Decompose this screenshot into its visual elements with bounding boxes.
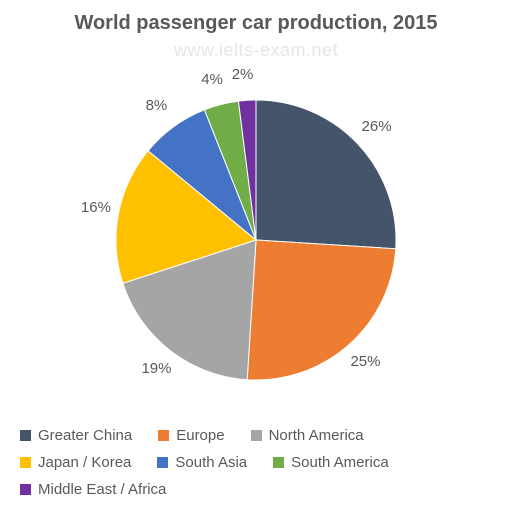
legend-label: Middle East / Africa xyxy=(38,481,166,498)
legend-label: Europe xyxy=(176,427,224,444)
slice-label: 25% xyxy=(350,353,380,370)
legend: Greater China Europe North America Japan / … xyxy=(20,427,492,498)
legend-label: Japan / Korea xyxy=(38,454,131,471)
watermark-text: www.ielts-exam.net xyxy=(0,40,512,61)
slice-label: 16% xyxy=(81,199,111,216)
slice-label: 26% xyxy=(362,118,392,135)
legend-item: South Asia xyxy=(157,454,247,471)
legend-swatch-icon xyxy=(273,457,284,468)
legend-item: Middle East / Africa xyxy=(20,481,166,498)
legend-item: South America xyxy=(273,454,389,471)
legend-item: Greater China xyxy=(20,427,132,444)
legend-swatch-icon xyxy=(20,457,31,468)
legend-swatch-icon xyxy=(157,457,168,468)
slice-label: 8% xyxy=(146,97,168,114)
slice-label: 4% xyxy=(201,71,223,88)
legend-swatch-icon xyxy=(20,430,31,441)
legend-swatch-icon xyxy=(251,430,262,441)
pie-chart: 26% 25% 19% 16% 8% 4% 2% xyxy=(56,60,456,400)
legend-label: Greater China xyxy=(38,427,132,444)
legend-swatch-icon xyxy=(158,430,169,441)
legend-label: South Asia xyxy=(175,454,247,471)
legend-item: Japan / Korea xyxy=(20,454,131,471)
legend-swatch-icon xyxy=(20,484,31,495)
chart-title: World passenger car production, 2015 xyxy=(0,12,512,35)
pie-svg xyxy=(56,60,456,400)
legend-item: North America xyxy=(251,427,364,444)
slice-label: 19% xyxy=(141,360,171,377)
slice-label: 2% xyxy=(232,66,254,83)
legend-item: Europe xyxy=(158,427,224,444)
legend-label: South America xyxy=(291,454,389,471)
legend-label: North America xyxy=(269,427,364,444)
